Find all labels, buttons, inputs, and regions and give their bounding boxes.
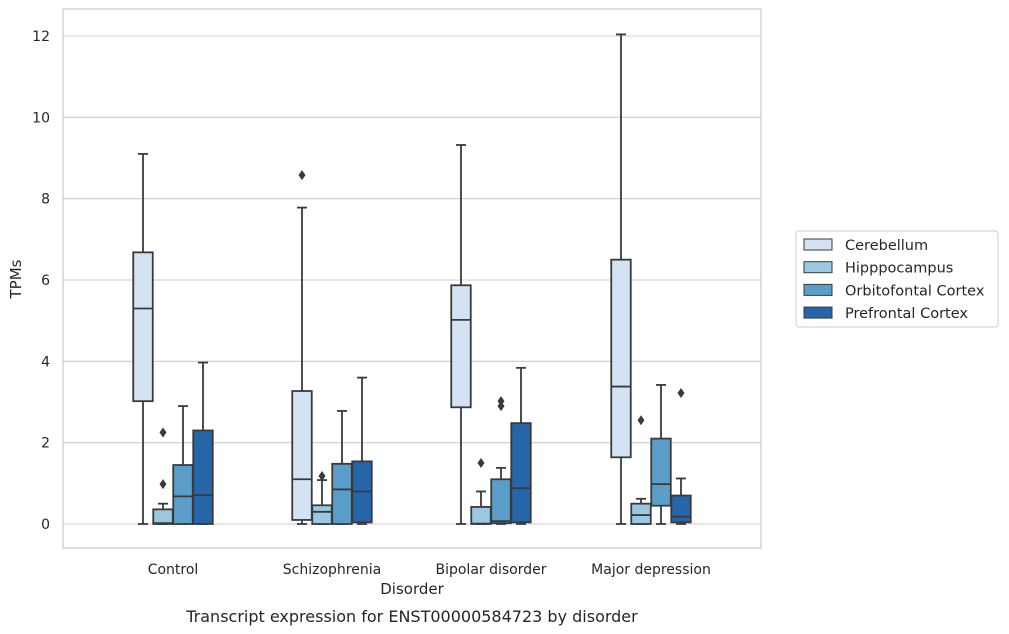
legend-label: Cerebellum [845, 238, 928, 254]
y-tick-label: 8 [41, 192, 50, 208]
y-tick-label: 0 [41, 517, 50, 533]
chart-caption: Transcript expression for ENST0000058472… [185, 607, 638, 626]
legend-swatch [803, 238, 833, 251]
outlier-point [677, 388, 685, 399]
series-hipppocampus [152, 415, 652, 525]
box-bipolar-disorder [510, 366, 532, 525]
series-orbitofontal-cortex [172, 384, 672, 525]
box-schizophrenia [291, 170, 313, 525]
box-control [172, 405, 194, 525]
outlier-point [159, 479, 167, 490]
legend-label: Hipppocampus [845, 261, 953, 277]
outlier-point [477, 458, 485, 468]
y-tick-labels: 0 2 4 6 8 10 12 [32, 29, 50, 533]
legend-label: Prefrontal Cortex [845, 306, 968, 322]
x-tick-label: Control [148, 562, 199, 578]
box-iqr [630, 502, 652, 525]
box-bipolar-disorder [450, 144, 472, 525]
box-schizophrenia [331, 410, 353, 525]
box-iqr [291, 390, 313, 521]
box-control [152, 427, 174, 525]
series-prefrontal-cortex [192, 361, 692, 525]
box-iqr [132, 251, 154, 403]
x-tick-label: Schizophrenia [283, 562, 381, 578]
y-tick-label: 2 [41, 436, 50, 452]
legend-frame [795, 230, 999, 328]
box-major-depression [610, 33, 632, 525]
x-axis-label: Disorder [380, 580, 444, 598]
y-tick-label: 10 [32, 110, 50, 126]
legend-swatch [803, 283, 833, 296]
box-iqr [331, 462, 353, 525]
outlier-point [159, 427, 167, 438]
legend: Cerebellum Hipppocampus Orbitofontal Corte… [795, 230, 999, 328]
box-control [192, 361, 214, 525]
box-iqr [650, 437, 672, 507]
box-iqr [450, 284, 472, 409]
box-series [132, 33, 692, 525]
plot-frame [62, 8, 762, 549]
box-iqr [311, 504, 333, 525]
y-tick-label: 12 [32, 29, 50, 45]
series-cerebellum [132, 33, 632, 525]
box-bipolar-disorder [490, 396, 512, 525]
legend-label: Orbitofontal Cortex [845, 283, 985, 299]
outlier-point [298, 170, 306, 181]
y-tick-label: 4 [41, 354, 50, 370]
box-major-depression [670, 388, 692, 525]
x-tick-label: Bipolar disorder [435, 562, 546, 578]
grid-lines [63, 35, 761, 525]
legend-swatch [803, 306, 833, 319]
box-iqr [490, 478, 512, 525]
x-tick-label: Major depression [591, 562, 711, 578]
box-schizophrenia [351, 376, 373, 525]
legend-swatch [803, 261, 833, 274]
y-tick-label: 6 [41, 273, 50, 289]
box-iqr [152, 508, 174, 525]
x-tick-labels: Control Schizophrenia Bipolar disorder Majo… [148, 562, 711, 578]
box-iqr [610, 258, 632, 459]
box-bipolar-disorder [470, 458, 492, 525]
box-control [132, 153, 154, 525]
box-iqr [470, 506, 492, 525]
outlier-point [497, 396, 505, 407]
outlier-point [318, 471, 326, 482]
box-iqr [172, 464, 194, 525]
box-iqr [192, 429, 214, 525]
box-iqr [670, 494, 692, 524]
box-iqr [510, 422, 532, 524]
box-schizophrenia [311, 471, 333, 525]
y-axis-label: TPMs [7, 259, 25, 299]
outlier-point [637, 415, 645, 426]
box-major-depression [630, 415, 652, 525]
box-major-depression [650, 384, 672, 525]
